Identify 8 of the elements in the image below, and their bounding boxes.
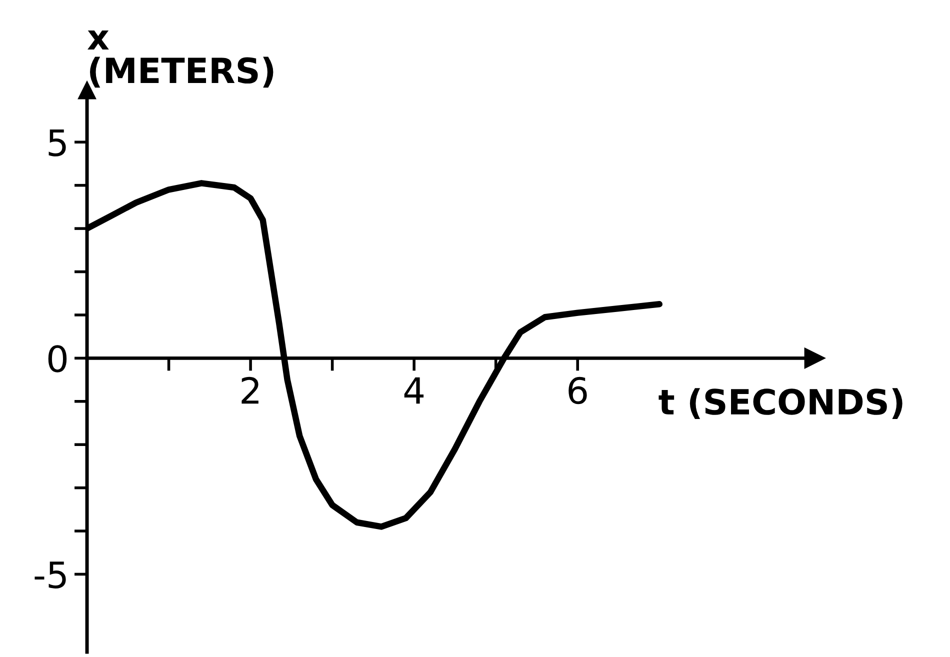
- x-tick-label: 4: [404, 377, 424, 404]
- y-tick-label: 0: [48, 345, 67, 372]
- x-tick-label: 6: [568, 376, 587, 404]
- x-axis-title: t (SECONDS): [658, 388, 902, 420]
- x-tick-label: 2: [242, 376, 258, 404]
- y-axis-title: x (METERS): [88, 30, 274, 88]
- y-tick-label: -5: [34, 562, 66, 588]
- y-tick-label: 5: [48, 130, 66, 156]
